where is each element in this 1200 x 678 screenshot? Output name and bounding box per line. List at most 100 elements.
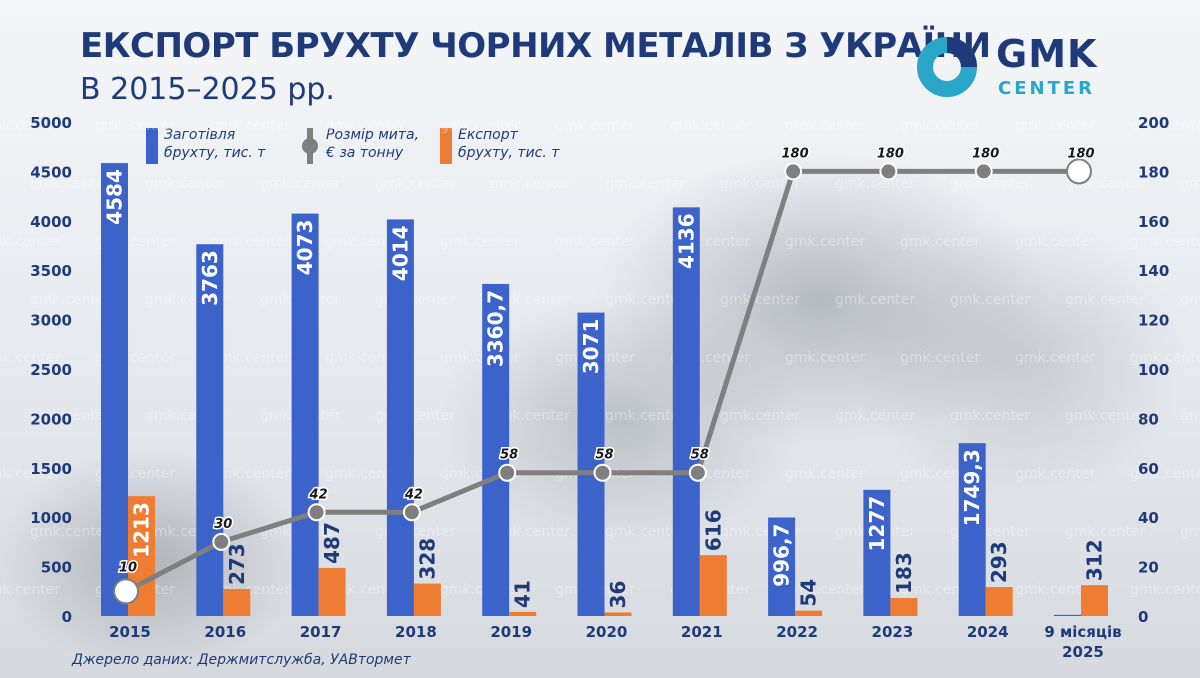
gmk-logo: GMK CENTER (914, 32, 1104, 102)
duty-point-label: 10 (119, 560, 137, 575)
bar-export (318, 567, 346, 616)
y-left-tick-label: 2500 (30, 361, 72, 379)
watermark-text: gmk.center (555, 118, 635, 134)
y-right-tick-label: 160 (1138, 213, 1169, 231)
duty-point-label: 180 (972, 146, 999, 161)
y-right-tick-label: 20 (1138, 559, 1159, 577)
bar-export (413, 583, 441, 616)
x-tick-label: 2015 (109, 623, 151, 641)
watermark-text: gmk.center (1015, 118, 1095, 134)
watermark-text: gmk.center (1180, 408, 1200, 424)
bar-export-label: 54 (797, 579, 821, 607)
bar-export-label: 616 (701, 509, 725, 551)
y-left-tick-label: 1500 (30, 460, 72, 478)
page-subtitle: В 2015–2025 рр. (80, 72, 335, 107)
bar-export-label: 312 (1083, 539, 1107, 581)
watermark-text: gmk.center (30, 292, 110, 308)
watermark-text: gmk.center (555, 234, 635, 250)
watermark-text: gmk.center (1015, 582, 1095, 598)
bar-export (795, 610, 823, 616)
watermark-text: gmk.center (1130, 234, 1200, 250)
watermark-text: gmk.center (670, 118, 750, 134)
bar-procurement-label: 4136 (674, 213, 698, 269)
watermark-text: gmk.center (835, 176, 915, 192)
watermark-text: gmk.center (785, 582, 865, 598)
bar-procurement (1054, 614, 1081, 616)
duty-point-label: 42 (404, 487, 423, 502)
y-left-tick-label: 1000 (30, 509, 72, 527)
watermark-text: gmk.center (950, 176, 1030, 192)
logo-ring-icon (917, 37, 977, 97)
duty-point-label: 58 (691, 448, 709, 463)
watermark-text: gmk.center (210, 234, 290, 250)
watermark-text: gmk.center (605, 292, 685, 308)
bar-export-label: 1213 (130, 502, 154, 558)
duty-point (784, 162, 803, 181)
y-left-tick-label: 0 (62, 608, 72, 626)
bar-procurement (386, 219, 414, 616)
bar-procurement-label: 4584 (103, 169, 127, 225)
x-tick-label: 2024 (967, 623, 1009, 641)
bar-procurement (768, 517, 796, 616)
watermark-text: gmk.center (210, 466, 290, 482)
logo-center: CENTER (998, 78, 1096, 99)
watermark-text: gmk.center (900, 118, 980, 134)
bar-procurement-label: 996,7 (770, 524, 794, 587)
bar-procurement (863, 489, 891, 616)
bar-export (890, 597, 918, 616)
watermark-text: gmk.center (1130, 582, 1200, 598)
watermark-text: gmk.center (1180, 292, 1200, 308)
legend-duty-swatch (302, 128, 318, 164)
watermark-text: gmk.center (1180, 524, 1200, 540)
x-tick-label: 2020 (586, 623, 628, 641)
bar-export-label: 487 (320, 522, 344, 564)
watermark-text: gmk.center (1065, 524, 1145, 540)
watermark-text: gmk.center (440, 118, 520, 134)
watermark-text: gmk.center (0, 118, 60, 134)
y-right-tick-label: 100 (1138, 361, 1169, 379)
watermark-text: gmk.center (1015, 466, 1095, 482)
watermark-text: gmk.center (1015, 350, 1095, 366)
watermark-text: gmk.center (490, 176, 570, 192)
watermark-text: gmk.center (490, 408, 570, 424)
x-tick-label: 2022 (776, 623, 818, 641)
bar-export-label: 183 (892, 552, 916, 594)
duty-point-label: 180 (782, 146, 809, 161)
watermark-text: gmk.center (720, 292, 800, 308)
legend-procurement-swatch (146, 128, 158, 164)
watermark-text: gmk.center (1130, 118, 1200, 134)
watermark-text: gmk.center (30, 524, 110, 540)
duty-point-label: 30 (214, 517, 232, 532)
duty-point-label: 180 (877, 146, 904, 161)
logo-gmk: GMK (996, 32, 1098, 76)
y-left-tick-label: 3000 (30, 312, 72, 330)
watermark-text: gmk.center (1065, 408, 1145, 424)
bar-procurement-label: 3360,7 (484, 290, 508, 367)
bar-export (509, 611, 537, 616)
watermark-text: gmk.center (490, 292, 570, 308)
bar-export-label: 293 (987, 541, 1011, 583)
watermark-text: gmk.center (785, 350, 865, 366)
watermark-text: gmk.center (950, 408, 1030, 424)
y-left-tick-label: 4000 (30, 213, 72, 231)
y-right-tick-label: 200 (1138, 114, 1169, 132)
duty-point (113, 578, 139, 605)
watermark-text: gmk.center (440, 234, 520, 250)
watermark-text: gmk.center (325, 234, 405, 250)
y-left-tick-label: 2000 (30, 410, 72, 428)
duty-point (307, 503, 326, 522)
bar-procurement-label: 4073 (293, 220, 317, 276)
source-note: Джерело даних: Держмитслужба, УАВтормет (72, 652, 411, 668)
bar-procurement-label: 3071 (579, 319, 603, 375)
bar-procurement (291, 213, 319, 617)
bar-export-label: 273 (225, 543, 249, 585)
y-right-tick-label: 120 (1138, 312, 1169, 330)
x-tick-label: 2016 (204, 623, 246, 641)
watermark-text: gmk.center (0, 466, 60, 482)
x-tick-label: 2018 (395, 623, 437, 641)
duty-point (688, 463, 707, 482)
duty-point-label: 58 (595, 448, 613, 463)
y-left-tick-label: 3500 (30, 262, 72, 280)
bar-export (699, 555, 727, 616)
